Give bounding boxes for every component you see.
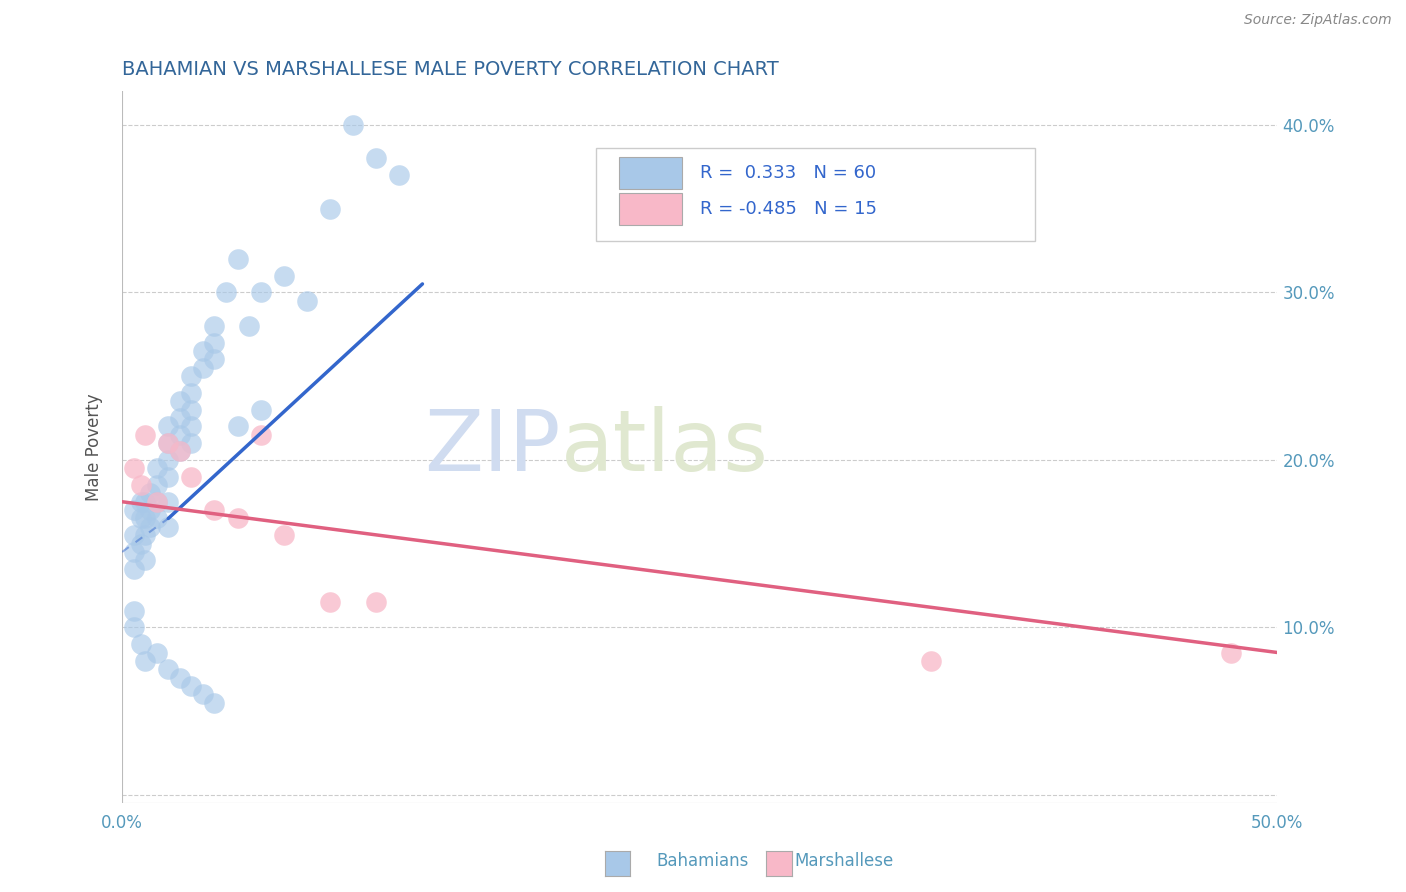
Point bbox=[249, 285, 271, 300]
Point bbox=[295, 293, 318, 308]
Point bbox=[134, 654, 156, 668]
Point bbox=[129, 494, 152, 508]
Point bbox=[319, 202, 342, 216]
Y-axis label: Male Poverty: Male Poverty bbox=[86, 393, 103, 501]
Point bbox=[157, 453, 180, 467]
Point bbox=[122, 562, 145, 576]
Point bbox=[145, 646, 167, 660]
Point bbox=[388, 168, 411, 182]
Point bbox=[145, 478, 167, 492]
Point bbox=[169, 394, 191, 409]
Text: Source: ZipAtlas.com: Source: ZipAtlas.com bbox=[1244, 13, 1392, 28]
Point bbox=[319, 595, 342, 609]
Text: R =  0.333   N = 60: R = 0.333 N = 60 bbox=[700, 164, 876, 182]
Point bbox=[226, 419, 249, 434]
Point bbox=[129, 536, 152, 550]
Point bbox=[180, 402, 202, 417]
Point bbox=[157, 662, 180, 676]
Point bbox=[145, 494, 167, 508]
Point bbox=[226, 252, 249, 266]
Point bbox=[180, 385, 202, 400]
Point bbox=[204, 335, 226, 350]
Point bbox=[145, 494, 167, 508]
Point bbox=[1220, 646, 1243, 660]
Point bbox=[249, 402, 271, 417]
Point bbox=[169, 427, 191, 442]
Point bbox=[129, 478, 152, 492]
Point bbox=[238, 318, 260, 333]
Point bbox=[134, 427, 156, 442]
Point bbox=[122, 545, 145, 559]
Text: R = -0.485   N = 15: R = -0.485 N = 15 bbox=[700, 200, 877, 218]
Point bbox=[366, 151, 388, 165]
Point bbox=[134, 511, 156, 525]
Point bbox=[122, 503, 145, 517]
Point bbox=[204, 696, 226, 710]
Point bbox=[122, 604, 145, 618]
Point bbox=[204, 352, 226, 367]
Point bbox=[134, 494, 156, 508]
Point bbox=[157, 436, 180, 450]
Point bbox=[145, 511, 167, 525]
Point bbox=[169, 444, 191, 458]
Point bbox=[273, 268, 295, 283]
FancyBboxPatch shape bbox=[619, 157, 682, 189]
Point bbox=[191, 360, 214, 375]
Point bbox=[139, 503, 162, 517]
Point bbox=[169, 671, 191, 685]
Point bbox=[342, 118, 364, 132]
Point bbox=[180, 419, 202, 434]
Point bbox=[134, 553, 156, 567]
Point bbox=[122, 620, 145, 634]
Point bbox=[139, 486, 162, 500]
Point bbox=[920, 654, 942, 668]
Point bbox=[157, 520, 180, 534]
FancyBboxPatch shape bbox=[619, 193, 682, 225]
Point bbox=[204, 503, 226, 517]
Point bbox=[129, 637, 152, 651]
Point bbox=[191, 343, 214, 358]
Text: Bahamians: Bahamians bbox=[657, 852, 749, 870]
Point bbox=[180, 469, 202, 483]
Point bbox=[249, 427, 271, 442]
Point bbox=[157, 494, 180, 508]
Point bbox=[169, 444, 191, 458]
Point bbox=[157, 469, 180, 483]
Point bbox=[139, 520, 162, 534]
Point bbox=[157, 436, 180, 450]
Point bbox=[157, 419, 180, 434]
Point bbox=[215, 285, 238, 300]
Point bbox=[180, 369, 202, 384]
Point bbox=[204, 318, 226, 333]
Text: ZIP: ZIP bbox=[425, 406, 561, 489]
Point bbox=[134, 528, 156, 542]
Point bbox=[122, 461, 145, 475]
Point bbox=[129, 511, 152, 525]
Point bbox=[226, 511, 249, 525]
Point bbox=[366, 595, 388, 609]
Text: Marshallese: Marshallese bbox=[794, 852, 893, 870]
Text: atlas: atlas bbox=[561, 406, 769, 489]
Point bbox=[169, 411, 191, 425]
Point bbox=[273, 528, 295, 542]
Point bbox=[180, 436, 202, 450]
Point bbox=[122, 528, 145, 542]
Point bbox=[191, 687, 214, 701]
Point bbox=[180, 679, 202, 693]
FancyBboxPatch shape bbox=[596, 148, 1035, 241]
Text: BAHAMIAN VS MARSHALLESE MALE POVERTY CORRELATION CHART: BAHAMIAN VS MARSHALLESE MALE POVERTY COR… bbox=[122, 60, 779, 78]
Point bbox=[145, 461, 167, 475]
